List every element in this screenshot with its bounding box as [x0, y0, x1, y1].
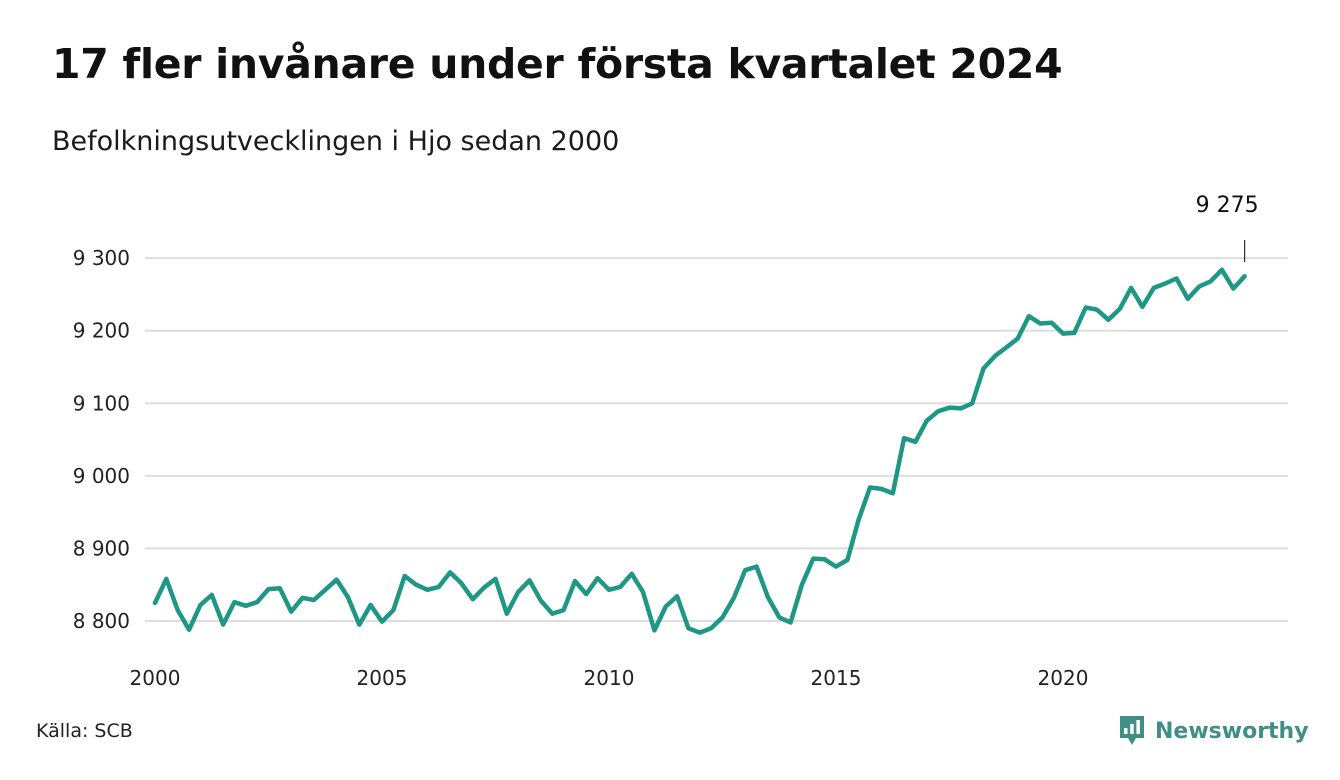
y-tick-label: 9 000: [73, 464, 130, 488]
brand-name: Newsworthy: [1155, 718, 1309, 744]
y-tick-label: 8 800: [73, 609, 130, 633]
y-tick-label: 8 900: [73, 536, 130, 560]
x-tick-label: 2010: [584, 666, 635, 690]
y-tick-label: 9 300: [73, 246, 130, 270]
population-line-chart: 8 800 8 900 9 000 9 100 9 200 9 300 2000 2005 20…: [73, 193, 1288, 690]
chart-subtitle: Befolkningsutvecklingen i Hjo sedan 2000: [52, 126, 620, 157]
source-note: Källa: SCB: [36, 720, 133, 742]
brand-logo: Newsworthy: [1118, 714, 1309, 748]
x-tick-label: 2015: [811, 666, 862, 690]
chart-title: 17 fler invånare under första kvartalet …: [52, 40, 1063, 88]
x-tick-label: 2020: [1038, 666, 1089, 690]
x-tick-label: 2000: [130, 666, 181, 690]
x-tick-label: 2005: [357, 666, 408, 690]
population-series-line: [152, 267, 1247, 635]
newsworthy-logo-icon: [1120, 716, 1144, 745]
last-value-label: 9 275: [1196, 193, 1259, 218]
y-tick-label: 9 100: [73, 391, 130, 415]
y-tick-label: 9 200: [73, 319, 130, 343]
